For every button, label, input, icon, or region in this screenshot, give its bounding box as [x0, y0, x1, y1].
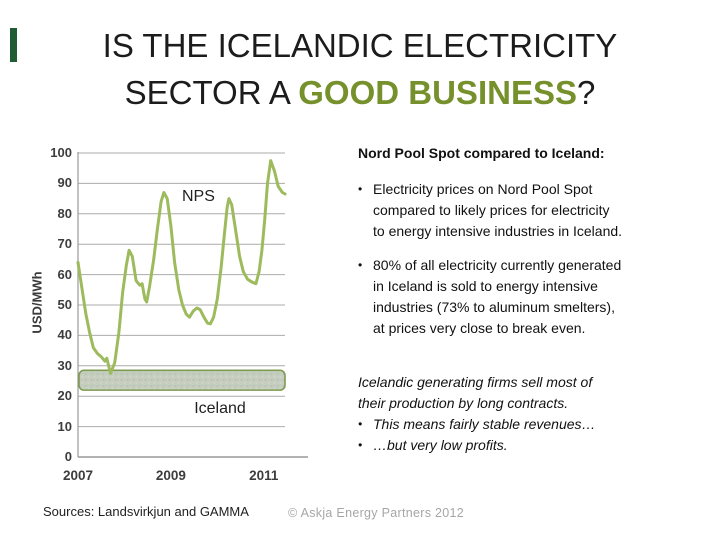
series-label-nps: NPS: [182, 188, 215, 205]
bullet-glyph: •: [358, 258, 363, 272]
bullet-text: This means fairly stable revenues…: [373, 414, 678, 435]
chart-axes: [77, 152, 308, 458]
title-line-1: IS THE ICELANDIC ELECTRICITY: [102, 27, 618, 64]
italic-line: Icelandic generating firms sell most of: [358, 374, 593, 390]
right-panel-heading: Nord Pool Spot compared to Iceland:: [358, 145, 605, 161]
y-tick-label: 40: [57, 327, 72, 343]
bullet-line: compared to likely prices for electricit…: [373, 202, 610, 218]
bullet-item: • 80% of all electricity currently gener…: [358, 255, 678, 339]
italic-line: their production by long contracts.: [358, 395, 569, 411]
bullet-item: • …but very low profits.: [358, 435, 678, 456]
y-tick-label: 90: [57, 175, 72, 191]
y-tick-label: 0: [64, 449, 72, 464]
title-line-2: SECTOR A GOOD BUSINESS?: [125, 74, 596, 111]
bullet-line: 80% of all electricity currently generat…: [373, 257, 622, 273]
bullet-line: Electricity prices on Nord Pool Spot: [373, 181, 593, 197]
italic-intro: Icelandic generating firms sell most of …: [358, 372, 678, 414]
copyright-note: © Askja Energy Partners 2012: [288, 506, 465, 520]
y-tick-label: 70: [57, 236, 72, 252]
bullet-item: • Electricity prices on Nord Pool Spot c…: [358, 179, 678, 242]
y-tick-label: 100: [50, 145, 72, 160]
slide-accent-bar: [10, 28, 17, 62]
bullet-line: industries (73% to aluminum smelters),: [373, 299, 615, 315]
title-line2-highlight: GOOD BUSINESS: [298, 74, 577, 111]
y-tick-label: 10: [57, 418, 72, 434]
y-tick-label: 80: [57, 205, 72, 221]
chart-gridlines: [78, 152, 285, 428]
band-label-iceland: Iceland: [194, 400, 246, 417]
y-tick-label: 30: [57, 357, 72, 373]
x-tick-label: 2011: [249, 468, 279, 483]
x-tick-label: 2009: [155, 468, 186, 483]
x-tick-label: 2007: [62, 468, 94, 483]
right-panel-bullet-list: • Electricity prices on Nord Pool Spot c…: [358, 179, 678, 339]
nps-price-line: [76, 159, 287, 375]
bullet-text: 80% of all electricity currently generat…: [373, 255, 678, 339]
italic-bullet-line: …but very low profits.: [373, 437, 508, 453]
bullet-line: to energy intensive industries in Icelan…: [373, 223, 623, 239]
title-line2-prefix: SECTOR A: [124, 74, 299, 111]
bullet-line: in Iceland is sold to energy intensive: [373, 278, 598, 294]
bullet-glyph: •: [358, 182, 363, 196]
bullet-text: …but very low profits.: [373, 435, 678, 456]
iceland-price-band: [78, 369, 286, 391]
bullet-glyph: •: [358, 417, 363, 431]
bullet-text: Electricity prices on Nord Pool Spot com…: [373, 179, 678, 242]
y-tick-label: 60: [57, 266, 72, 282]
right-panel-italic-note: Icelandic generating firms sell most of …: [358, 372, 678, 456]
slide-title: IS THE ICELANDIC ELECTRICITY SECTOR A GOO…: [0, 22, 720, 116]
bullet-line: at prices very close to break even.: [373, 320, 586, 336]
title-line2-question-mark: ?: [576, 74, 596, 111]
y-tick-label: 50: [57, 297, 72, 312]
bullet-glyph: •: [358, 438, 363, 452]
bullet-item: • This means fairly stable revenues…: [358, 414, 678, 435]
sources-note: Sources: Landsvirkjun and GAMMA: [43, 504, 249, 519]
y-tick-label: 20: [57, 388, 72, 404]
italic-bullet-line: This means fairly stable revenues…: [373, 416, 596, 432]
